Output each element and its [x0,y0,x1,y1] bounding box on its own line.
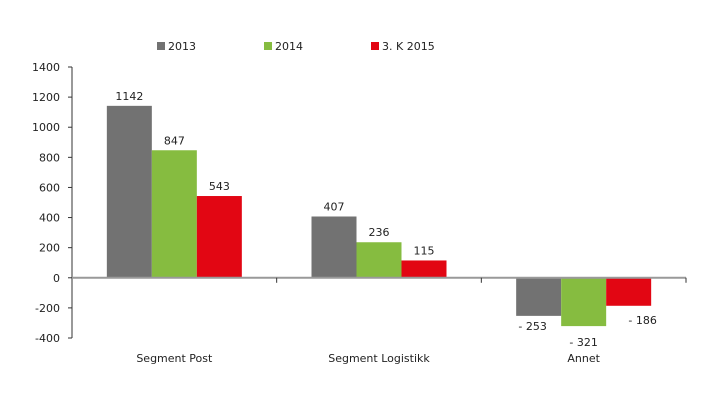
data-label: - 253 [518,320,546,333]
bar-2014-0 [151,150,197,278]
y-tick-label: -400 [35,332,60,345]
y-tick-label: 1000 [32,121,60,134]
y-tick-label: 0 [53,272,60,285]
data-label: 1142 [115,90,143,103]
y-tick-label: 1400 [32,61,60,74]
bar-2013-2 [516,277,562,316]
legend-swatch [264,42,272,50]
bar-3-k-2015-1 [401,260,447,278]
bar-2014-1 [356,242,402,278]
y-tick-label: 200 [39,242,60,255]
bars: 1142 847 543 407 236 115 - 253 - 321 - 186 [106,90,657,349]
x-category-label: Segment Post [136,352,213,365]
y-tick-label: -200 [35,302,60,315]
y-tick-label: 800 [39,151,60,164]
bar-3-k-2015-0 [196,196,242,278]
data-label: 115 [414,244,435,257]
legend-label: 2014 [275,40,303,53]
y-tick-label: 600 [39,181,60,194]
bar-2013-0 [106,105,152,278]
data-label: 847 [164,134,185,147]
legend-label: 3. K 2015 [382,40,435,53]
legend: 2013 2014 3. K 2015 [157,40,435,53]
legend-swatch [157,42,165,50]
legend-label: 2013 [168,40,196,53]
data-label: 407 [324,201,345,214]
bar-3-k-2015-2 [606,277,652,306]
data-label: - 321 [569,336,597,349]
data-label: 543 [209,180,230,193]
x-category-label: Segment Logistikk [328,352,430,365]
legend-swatch [371,42,379,50]
x-category-label: Annet [567,352,600,365]
x-axis: Segment Post Segment Logistikk Annet [72,276,687,365]
bar-2013-1 [311,216,357,278]
y-tick-label: 400 [39,212,60,225]
bar-2014-2 [561,277,607,327]
y-axis: 1400 1200 1000 800 600 400 200 0 -200 -400 [32,61,73,345]
y-tick-label: 1200 [32,91,60,104]
data-label: - 186 [628,314,656,327]
data-label: 236 [369,226,390,239]
